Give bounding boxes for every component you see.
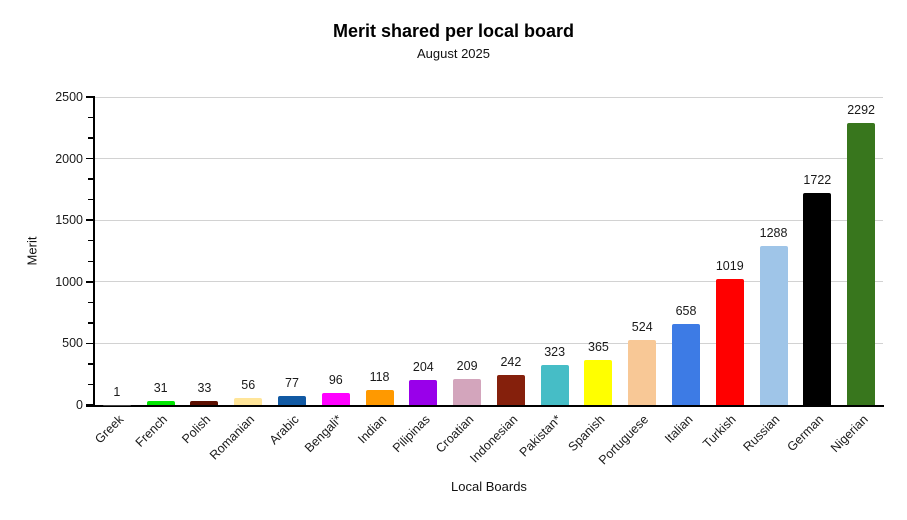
x-axis-tick-label: Croatian [433,412,477,456]
bar [190,400,219,405]
gridline [95,158,883,160]
bar [453,379,482,405]
y-axis-line [93,97,95,407]
bar-value-label: 658 [675,303,697,318]
y-axis-minor-tick [88,198,95,201]
bar [803,192,832,405]
y-axis-major-tick [86,342,95,345]
bar [715,279,744,405]
y-axis-tick-label: 1000 [55,274,83,289]
x-axis-title: Local Boards [451,479,527,494]
y-axis-minor-tick [88,322,95,324]
x-axis-tick-label: Pilipinas [389,412,433,456]
bar-value-label: 1019 [715,259,744,274]
bar [146,401,175,405]
gridline [95,96,883,98]
y-axis-minor-tick [88,239,95,242]
bar-value-label: 204 [412,359,434,374]
x-axis-tick-label: Turkish [700,412,739,451]
bar [409,379,438,405]
bar [321,393,350,405]
y-axis-major-tick [86,404,95,406]
bar-value-label: 323 [544,345,566,360]
bar [628,340,657,405]
bar [584,360,613,405]
y-axis-title: Merit [24,236,40,266]
y-axis-tick-label: 2500 [55,90,83,104]
x-axis-tick-label: Arabic [266,412,302,448]
y-axis-major-tick [86,157,95,160]
bar-value-label: 31 [153,381,168,396]
bar [847,122,876,405]
y-axis-minor-tick [88,137,95,139]
bar-value-label: 242 [500,355,522,370]
bar [234,398,263,405]
chart-subtitle: August 2025 [416,46,490,61]
bar [540,365,569,405]
bar [672,323,700,405]
gridline [95,219,883,221]
y-axis-minor-tick [88,260,95,263]
bar-value-label: 1722 [803,172,832,187]
y-axis-major-tick [86,96,95,98]
bar [496,375,525,405]
y-axis-tick-label: 1500 [55,213,83,228]
x-axis-line [86,405,884,407]
bar-value-label: 96 [328,373,343,388]
y-axis-major-tick [86,219,95,221]
y-axis-major-tick [86,281,95,283]
bar-value-label: 2292 [847,102,876,117]
x-axis-tick-label: Greek [92,412,127,447]
x-axis-tick-label: Italian [661,412,696,446]
y-axis-minor-tick [88,301,95,304]
bar-value-label: 524 [631,320,653,335]
x-axis-tick-label: Bengali* [302,412,345,456]
x-axis-tick-label: Nigerian [827,412,871,456]
y-axis-minor-tick [88,178,95,180]
y-axis-minor-tick [88,116,95,119]
y-axis-tick-label: 0 [76,398,83,412]
x-axis-tick-label: French [132,412,170,450]
bar-value-label: 56 [241,378,256,393]
x-axis-tick-label: Romanian [207,412,258,463]
plot-area: 0 500 1000 1500 2000 2500 1 Greek 31 French 33 Poli… [55,90,884,467]
y-axis-minor-tick [88,363,95,365]
gridline [95,281,883,283]
y-axis-minor-tick [88,383,95,386]
y-axis-tick-label: 500 [62,336,83,351]
x-axis-tick-label: Indian [354,412,389,447]
bar-value-label: 365 [588,340,609,355]
bar-value-label: 77 [285,375,299,390]
bar-value-label: 118 [369,370,390,385]
bar-value-label: 33 [197,380,212,395]
chart-title: Merit shared per local board [332,21,575,41]
x-axis-tick-label: Russian [740,412,783,455]
bar-value-label: 209 [456,359,478,374]
bar [759,246,788,405]
x-axis-tick-label: Pakistan* [516,412,564,460]
x-axis-tick-label: German [784,412,827,455]
x-axis-tick-label: Spanish [565,412,608,455]
bar [365,390,394,405]
bar-value-label: 1288 [759,226,788,241]
gridline [95,342,883,344]
bar-value-label: 1 [113,384,121,399]
y-axis-tick-label: 2000 [55,151,83,166]
x-axis-tick-label: Polish [179,412,214,447]
bar [278,395,306,405]
